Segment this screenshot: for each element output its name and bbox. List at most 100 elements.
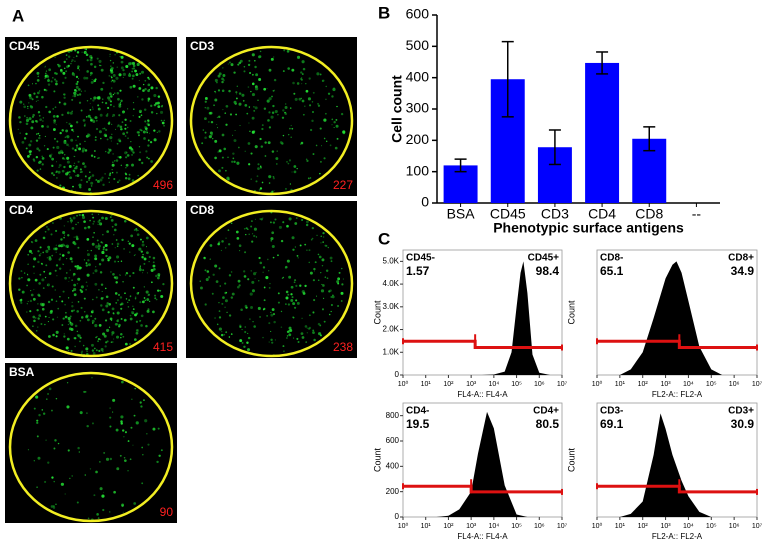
fluorescent-spot [66,246,69,248]
fluorescent-spot [305,341,308,343]
fluorescent-spot [138,146,141,148]
fluorescent-spot [263,107,267,110]
fluorescent-spot [153,267,156,271]
fluorescent-spot [145,236,149,240]
fluorescent-spot [67,323,70,326]
fluorescent-spot [312,153,315,156]
x-tick-label: 10⁷ [557,523,568,530]
fluorescent-spot [74,265,77,268]
fluorescent-spot [321,283,323,285]
fluorescent-spot [268,322,271,325]
fluorescent-spot [46,75,50,78]
fluorescent-spot [291,68,295,72]
fluorescent-spot [99,461,101,463]
fluorescent-spot [199,280,201,282]
fluorescent-spot [84,90,86,92]
fluorescent-spot [33,319,36,323]
fluorescent-spot [325,269,329,272]
fluorescent-spot [116,91,120,95]
gate-percent: 98.4 [536,264,560,278]
fluorescent-spot [100,283,104,286]
fluorescent-spot [105,150,107,153]
fluorescent-spot [23,105,26,109]
fluorescent-spot [323,157,326,160]
fluorescent-spot [79,171,82,173]
fluorescent-spot [112,398,116,402]
fluorescent-spot [66,143,69,147]
fluorescent-spot [340,112,344,116]
fluorescent-spot [51,476,54,479]
fluorescent-spot [221,89,225,93]
fluorescent-spot [114,92,116,94]
fluorescent-spot [228,243,231,246]
fluorescent-spot [221,80,224,84]
fluorescent-spot [132,84,136,88]
fluorescent-spot [146,298,150,301]
fluorescent-spot [225,247,227,249]
y-axis-label: Count [566,448,576,473]
fluorescent-spot [262,217,264,219]
fluorescent-spot [268,175,272,179]
fluorescent-spot [237,279,241,283]
fluorescent-spot [263,299,266,302]
fluorescent-spot [141,446,144,449]
x-tick-label: 10⁴ [488,523,499,530]
fluorescent-spot [119,296,123,299]
fluorescent-spot [85,48,88,51]
fluorescent-spot [258,256,261,260]
fluorescent-spot [112,312,115,314]
fluorescent-spot [241,93,245,97]
fluorescent-spot [315,144,318,147]
fluorescent-spot [71,279,73,281]
fluorescent-spot [236,161,240,165]
fluorescent-spot [214,317,216,319]
fluorescent-spot [158,130,161,133]
fluorescent-spot [156,131,158,134]
fluorescent-spot [101,176,104,179]
fluorescent-spot [120,302,124,306]
fluorescent-spot [281,142,284,145]
fluorescent-spot [326,140,328,143]
fluorescent-spot [36,169,39,172]
fluorescent-spot [310,177,312,179]
fluorescent-spot [250,306,253,309]
fluorescent-spot [320,289,325,293]
fluorescent-spot [91,79,93,81]
fluorescent-spot [104,287,107,290]
fluorescent-spot [111,163,115,167]
fluorescent-spot [109,407,111,409]
fluorescent-spot [131,398,133,400]
fluorescent-spot [73,56,75,58]
fluorescent-spot [259,261,263,265]
fluorescent-spot [41,95,44,99]
fluorescent-spot [236,93,238,95]
fluorescent-spot [156,289,160,292]
fluorescent-spot [63,335,66,338]
fluorescent-spot [252,233,254,235]
fluorescent-spot [232,157,235,160]
fluorescent-spot [76,147,78,149]
fluorescent-spot [94,317,97,320]
fluorescent-spot [333,120,336,124]
fluorescent-spot [293,92,296,95]
fluorescent-spot [66,258,68,260]
fluorescent-spot [219,285,221,287]
fluorescent-spot [37,111,40,114]
fluorescent-spot [257,306,261,310]
fluorescent-spot [214,91,217,94]
fluorescent-spot [238,284,241,287]
fluorescent-spot [83,165,87,168]
fluorescent-spot [243,275,247,278]
fluorescent-spot [89,109,92,111]
fluorescent-spot [122,69,125,72]
gate-percent: 69.1 [600,417,624,431]
fluorescent-spot [65,346,69,350]
fluorescent-spot [104,217,108,221]
fluorescent-spot [163,125,165,127]
fluorescent-spot [244,150,246,153]
fluorescent-spot [264,141,267,144]
fluorescent-spot [152,256,156,260]
fluorescent-spot [236,237,240,240]
x-tick-label: 10⁷ [752,381,763,388]
fluorescent-spot [81,51,83,53]
